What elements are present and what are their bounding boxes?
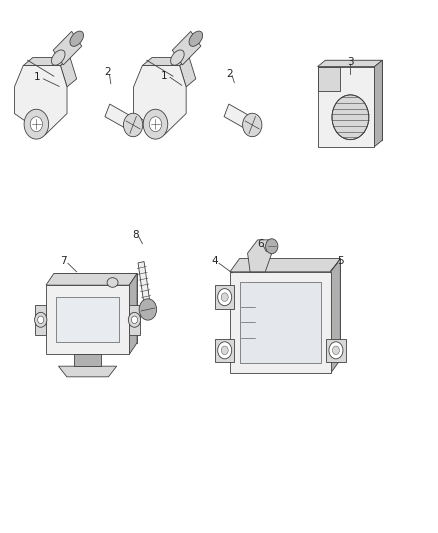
Polygon shape (230, 259, 340, 272)
Circle shape (221, 293, 228, 302)
Text: 3: 3 (347, 58, 354, 67)
Circle shape (139, 299, 157, 320)
Polygon shape (374, 60, 382, 147)
Text: 2: 2 (104, 67, 111, 77)
Ellipse shape (52, 50, 65, 65)
Polygon shape (35, 305, 46, 335)
Ellipse shape (107, 278, 118, 287)
Ellipse shape (171, 50, 184, 65)
Polygon shape (180, 58, 196, 87)
Polygon shape (326, 338, 346, 362)
Polygon shape (57, 297, 119, 342)
Circle shape (38, 316, 44, 324)
Polygon shape (129, 305, 140, 335)
Polygon shape (14, 66, 67, 135)
Text: 8: 8 (132, 230, 139, 239)
Text: 4: 4 (211, 256, 218, 266)
Text: 1: 1 (34, 72, 41, 82)
Polygon shape (240, 259, 340, 360)
Ellipse shape (70, 31, 84, 46)
Polygon shape (240, 282, 321, 363)
Polygon shape (105, 104, 135, 131)
Circle shape (124, 113, 143, 136)
Polygon shape (134, 66, 186, 135)
Polygon shape (74, 354, 101, 366)
Polygon shape (53, 31, 82, 65)
Circle shape (143, 109, 168, 139)
Circle shape (243, 113, 262, 136)
Polygon shape (54, 273, 137, 343)
Polygon shape (60, 58, 77, 87)
Polygon shape (325, 60, 382, 140)
Polygon shape (224, 104, 254, 131)
Polygon shape (129, 273, 137, 354)
Polygon shape (172, 31, 201, 65)
Circle shape (332, 95, 369, 140)
Polygon shape (59, 366, 117, 377)
Polygon shape (331, 259, 340, 373)
Circle shape (329, 342, 343, 359)
Polygon shape (142, 58, 189, 66)
Text: 7: 7 (60, 256, 67, 266)
Polygon shape (318, 67, 340, 91)
Polygon shape (318, 60, 382, 67)
Circle shape (149, 117, 162, 132)
Ellipse shape (189, 31, 203, 46)
Polygon shape (318, 67, 374, 147)
Circle shape (24, 109, 49, 139)
Text: 1: 1 (161, 71, 168, 80)
Text: 2: 2 (226, 69, 233, 78)
Circle shape (218, 342, 232, 359)
Circle shape (265, 239, 278, 254)
Circle shape (30, 117, 42, 132)
Polygon shape (215, 286, 234, 309)
Polygon shape (247, 240, 273, 272)
Circle shape (218, 289, 232, 306)
Polygon shape (215, 338, 234, 362)
Circle shape (332, 346, 339, 354)
Circle shape (221, 346, 228, 354)
Circle shape (131, 316, 138, 324)
Polygon shape (138, 262, 151, 310)
Circle shape (35, 312, 47, 327)
Polygon shape (46, 273, 137, 285)
Polygon shape (23, 58, 70, 66)
Circle shape (128, 312, 141, 327)
Text: 5: 5 (337, 256, 344, 266)
Polygon shape (230, 272, 331, 373)
Text: 6: 6 (257, 239, 264, 248)
Polygon shape (46, 285, 129, 354)
